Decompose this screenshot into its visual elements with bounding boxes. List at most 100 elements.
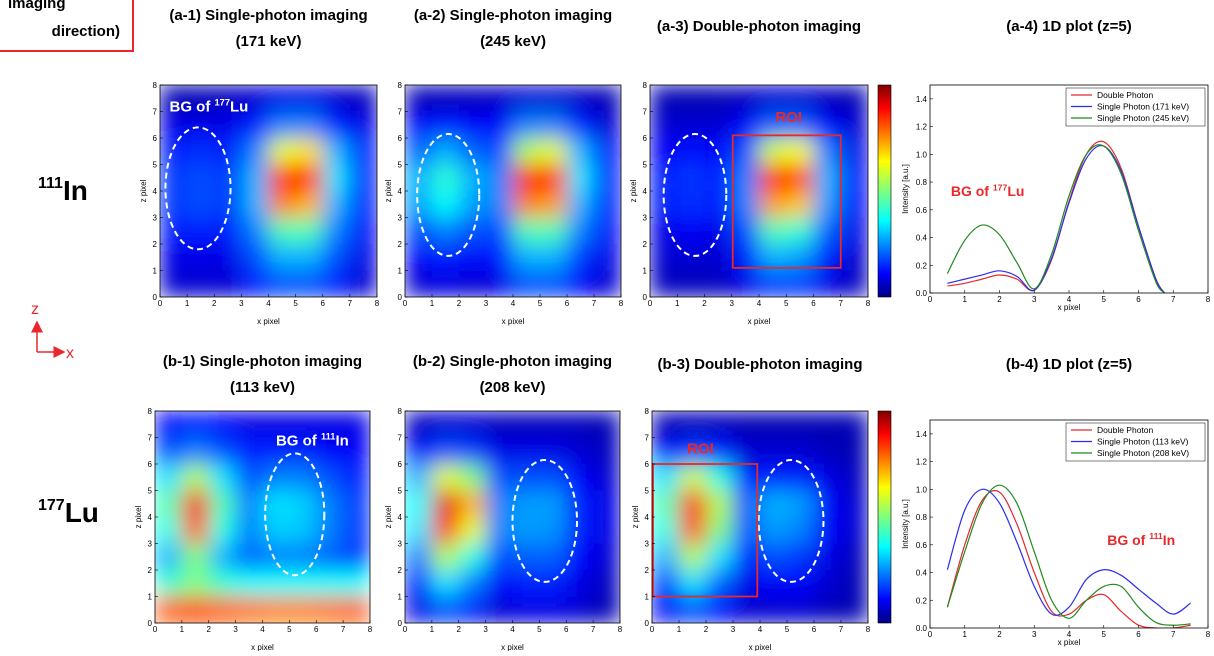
y-tick-label: 2 [398,240,403,249]
panel-title: (b-2) Single-photon imaging [413,353,612,370]
y-tick-label: 0.2 [916,261,928,270]
heat-cell [594,244,622,271]
x-tick-label: 6 [314,625,319,634]
heat-cell [652,570,680,597]
heat-cell [652,597,680,624]
heat-cell [513,271,541,298]
x-tick-label: 3 [483,625,488,634]
heat-cell [486,517,513,544]
heat-cell [323,85,351,112]
heat-cell [677,138,705,165]
heat-cell [814,112,842,139]
series-line [947,485,1190,625]
heat-cell [432,138,460,165]
heat-cell [459,271,487,298]
heat-cell [566,597,593,624]
heat-cell [296,244,324,271]
heat-cell [760,597,788,624]
header-line: imaging [8,0,66,12]
x-axis-label: x pixel [257,317,280,326]
heat-cell [566,517,593,544]
y-tick-label: 4 [643,187,648,196]
x-tick-label: 0 [403,299,408,308]
x-tick-label: 5 [785,625,790,634]
y-tick-label: 4 [153,187,158,196]
heat-cell [182,570,209,597]
heat-cell [652,544,680,571]
heat-cell [841,112,869,139]
heat-cell [733,411,761,438]
heat-cell [787,517,815,544]
heat-cell [513,491,540,518]
heat-cell [155,438,182,465]
heatmap: BG of 111In [155,411,371,624]
panel-title: (a-3) Double-photon imaging [657,18,861,35]
heat-cell [155,464,182,491]
heat-cell [316,517,343,544]
y-tick-label: 7 [645,434,650,443]
heat-cell [540,85,568,112]
annotation-sup: 111 [1149,531,1163,541]
heat-cell [513,244,541,271]
heat-cell [567,112,595,139]
x-axis-label: x pixel [251,643,274,651]
heat-cell [350,165,378,192]
heat-cell [486,85,514,112]
heat-cell [405,191,433,218]
heat-cell [566,411,593,438]
heat-cell [705,191,733,218]
x-tick-label: 6 [565,299,570,308]
heat-cell [486,218,514,245]
heat-cell [241,218,269,245]
heat-cell [289,597,316,624]
y-tick-label: 5 [643,161,648,170]
heat-cell [432,438,459,465]
heat-cell [486,244,514,271]
x-tick-label: 5 [537,625,542,634]
y-tick-label: 1.4 [916,95,928,104]
annotation: BG of 177Lu [951,182,1025,199]
heat-cell [540,112,568,139]
y-tick-label: 8 [398,407,403,416]
heat-cell [323,112,351,139]
y-tick-label: 1.0 [916,485,928,494]
series-line [947,141,1164,293]
heat-cell [786,191,814,218]
heat-cell [160,271,188,298]
heat-cell [350,191,378,218]
x-tick-label: 1 [963,630,968,639]
annotation: BG of 111In [276,431,349,449]
heat-cell [296,138,324,165]
heat-cell [513,191,541,218]
heat-cell [187,271,215,298]
heat-cell [459,544,486,571]
heat-cell [432,165,460,192]
y-tick-label: 0.8 [916,513,928,522]
row-label-text: In [63,175,88,206]
x-tick-label: 4 [511,299,516,308]
y-tick-label: 4 [645,513,650,522]
heat-cell [432,85,460,112]
header-line: direction) [52,23,120,40]
heat-cell [706,411,734,438]
legend-label: Double Photon [1097,90,1154,100]
heat-cell [323,244,351,271]
x-tick-label: 3 [730,299,735,308]
x-tick-label: 6 [1136,630,1141,639]
heat-cell [289,544,316,571]
heat-cell [705,218,733,245]
heat-cell [187,191,215,218]
heat-cell [841,544,869,571]
y-tick-label: 0.4 [916,569,928,578]
heat-cell [269,218,297,245]
heat-cell [432,544,459,571]
legend-label: Single Photon (245 keV) [1097,113,1189,123]
heat-cell [679,517,707,544]
heat-cell [594,85,622,112]
figure: imaging direction) 111In 177Lu z x (a-1)… [0,0,1214,651]
heat-cell [650,271,678,298]
x-tick-label: 8 [1206,295,1211,304]
heat-cell [343,491,370,518]
y-tick-label: 2 [398,566,403,575]
y-tick-label: 0 [643,293,648,302]
